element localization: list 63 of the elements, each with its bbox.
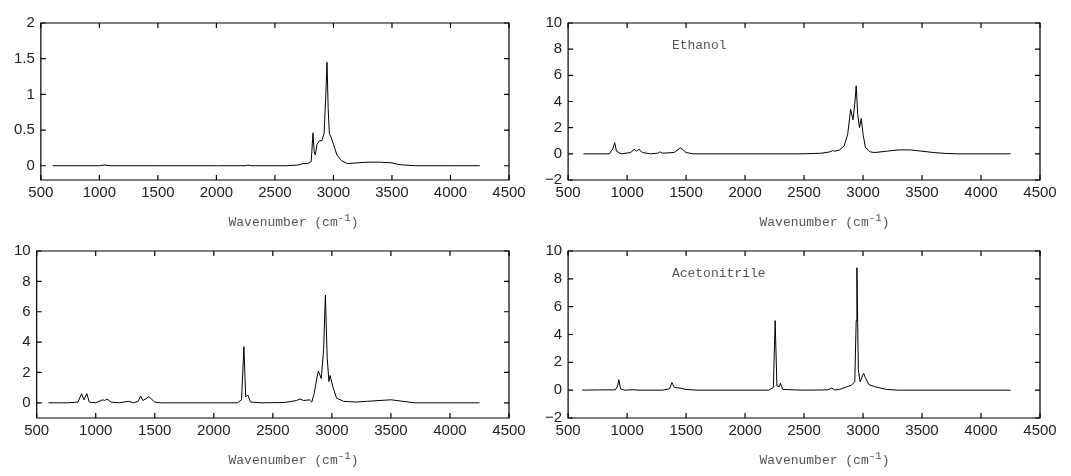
annotation: Acetonitrile [671,265,766,281]
y-tick-label: 10 [545,13,563,31]
x-tick-label: 4500 [1023,183,1057,201]
x-tick-label: 3000 [846,183,880,201]
x-tick-label: 500 [28,183,54,201]
y-tick-label: 8 [22,271,31,289]
x-tick-label: 4000 [964,183,998,201]
y-tick-label: 2 [553,117,563,135]
y-tick-label: 0 [553,380,563,398]
x-tick-label: 2000 [197,421,231,439]
x-tick-label: 3500 [905,183,939,201]
x-tick-label: 4000 [433,183,468,201]
y-tick-label: 6 [553,65,563,83]
y-tick-label: 10 [14,241,31,259]
x-tick-label: 2500 [787,421,821,439]
y-tick-label: 6 [22,301,31,319]
y-tick-label: 4 [22,332,31,350]
y-tick-label: 0 [26,155,35,173]
x-axis-title: Wavenumber (cm$^{-1}$) [758,450,891,469]
x-tick-label: 2500 [258,183,292,201]
x-tick-label: 1500 [138,421,172,439]
x-tick-label: 2000 [199,183,234,201]
x-tick-label: 4500 [1023,421,1057,439]
x-tick-label: 1500 [669,421,703,439]
x-tick-label: 3500 [375,183,409,201]
x-tick-label: 500 [24,421,50,439]
x-tick-label: 1000 [610,421,644,439]
y-tick-label: 2 [26,13,35,31]
x-tick-label: 1000 [79,421,113,439]
x-tick-label: 2500 [256,421,290,439]
y-tick-label: 8 [553,268,563,286]
x-tick-label: 3000 [846,421,880,439]
x-tick-label: 3500 [905,421,939,439]
y-tick-label: 10 [545,241,563,259]
y-tick-label: 4 [553,324,563,342]
x-axis-title: Wavenumber (cm$^{-1}$) [227,212,360,231]
x-tick-label: 3500 [374,421,408,439]
y-tick-label: 1.5 [13,48,35,66]
y-tick-label: 0 [553,143,563,161]
y-tick-label: 6 [553,296,563,314]
x-tick-label: 2000 [728,183,762,201]
x-tick-label: 1500 [141,183,175,201]
y-tick-label: 1 [26,84,35,102]
x-tick-label: 4000 [433,421,467,439]
x-tick-label: 4500 [492,183,526,201]
x-tick-label: 2000 [728,421,762,439]
y-tick-label: 4 [553,91,563,109]
x-axis-title: Wavenumber (cm$^{-1}$) [758,212,891,231]
x-tick-label: 3000 [316,183,351,201]
y-tick-label: 8 [553,39,563,57]
y-tick-label: 2 [22,362,31,380]
x-tick-label: 3000 [315,421,349,439]
y-tick-label: 0.5 [13,120,35,138]
y-tick-label: 2 [553,352,563,370]
x-tick-label: 4000 [964,421,998,439]
x-tick-label: 1500 [669,183,703,201]
y-tick-label: 0 [22,392,31,410]
x-axis-title: Wavenumber (cm$^{-1}$) [227,450,360,469]
x-tick-label: 4500 [492,421,526,439]
x-tick-label: 1000 [610,183,644,201]
x-tick-label: 1000 [82,183,117,201]
x-tick-label: 2500 [787,183,821,201]
annotation: Ethanol [671,37,727,53]
